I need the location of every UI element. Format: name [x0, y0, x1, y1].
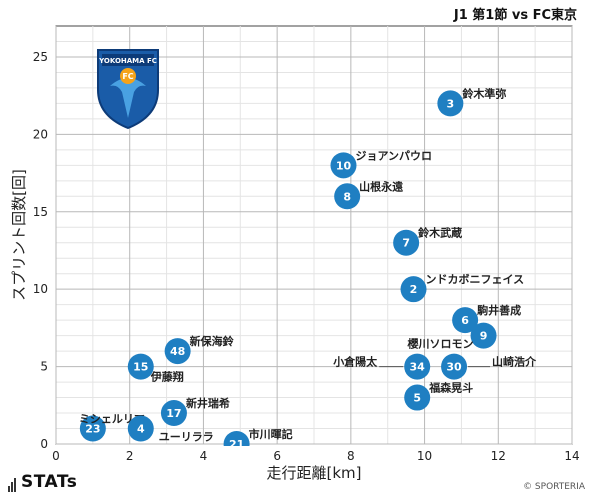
x-tick-label: 2	[126, 449, 134, 463]
data-point	[404, 353, 431, 380]
point-label: 市川暉記	[249, 427, 293, 441]
data-point	[127, 415, 154, 442]
y-tick-label: 15	[33, 205, 48, 219]
point-number: 6	[461, 314, 469, 327]
y-tick-label: 5	[40, 360, 48, 374]
crest-name: YOKOHAMA FC	[98, 57, 157, 65]
data-point	[160, 400, 187, 427]
team-crest-logo: YOKOHAMA FC FC	[97, 49, 159, 130]
point-label: 鈴木武蔵	[418, 226, 462, 240]
point-number: 48	[170, 345, 185, 358]
credit-text: © SPORTERIA	[523, 482, 585, 492]
x-tick-label: 14	[564, 449, 579, 463]
x-tick-label: 6	[273, 449, 281, 463]
data-point	[223, 431, 250, 446]
point-number: 2	[410, 283, 418, 296]
y-axis-title: スプリント回数[回]	[10, 169, 28, 301]
data-point	[334, 183, 361, 210]
x-tick-label: 8	[347, 449, 355, 463]
stats-brand: STATs	[21, 472, 78, 492]
data-point	[393, 229, 420, 256]
data-point	[437, 90, 464, 117]
point-label: 新井瑞希	[186, 396, 230, 410]
data-point	[127, 353, 154, 380]
point-label: 福森晃斗	[428, 381, 473, 395]
y-tick-label: 10	[33, 282, 48, 296]
data-point	[164, 338, 191, 365]
point-number: 5	[413, 392, 421, 405]
point-number: 21	[229, 438, 244, 451]
data-point	[400, 276, 427, 303]
crest-badge: FC	[122, 72, 133, 81]
point-number: 30	[446, 361, 462, 374]
data-point	[470, 322, 497, 349]
grid-major	[55, 26, 573, 445]
point-number: 9	[480, 330, 488, 343]
data-point	[441, 353, 468, 380]
y-tick-label: 20	[33, 127, 48, 141]
point-label: 小倉陽太	[332, 355, 378, 369]
data-point	[330, 152, 357, 179]
point-number: 34	[410, 361, 426, 374]
point-label: 鈴木準弥	[462, 86, 506, 100]
x-tick-label: 10	[417, 449, 432, 463]
point-label: ミシェルリマ	[79, 413, 145, 426]
x-axis-title: 走行距離[km]	[266, 464, 361, 482]
y-tick-label: 0	[40, 437, 48, 451]
point-number: 23	[85, 423, 100, 436]
x-tick-label: 12	[491, 449, 506, 463]
point-label: 伊藤翔	[150, 370, 184, 384]
point-number: 15	[133, 361, 148, 374]
point-number: 3	[447, 97, 455, 110]
point-label: 新保海鈴	[190, 334, 235, 348]
point-label: 駒井善成	[477, 303, 521, 317]
point-number: 4	[137, 423, 145, 436]
point-label: 山根永遠	[359, 179, 403, 193]
x-tick-label: 0	[52, 449, 60, 463]
stats-logo: STATs	[8, 472, 77, 492]
data-point	[79, 415, 106, 442]
data-point	[452, 307, 479, 334]
point-label: 櫻川ソロモン	[407, 337, 474, 351]
point-label: ジョアンパウロ	[355, 149, 432, 162]
point-label: ユーリララ	[159, 431, 214, 444]
y-tick-label: 25	[33, 50, 48, 64]
data-point	[404, 384, 431, 411]
point-number: 17	[166, 407, 181, 420]
grid-minor	[56, 26, 572, 444]
point-number: 10	[336, 159, 352, 172]
point-label: ンドカボニフェイス	[426, 272, 525, 286]
point-label: 山崎浩介	[492, 355, 537, 369]
match-title: J1 第1節 vs FC東京	[453, 8, 577, 23]
x-tick-label: 4	[200, 449, 208, 463]
point-number: 8	[343, 190, 351, 203]
point-number: 7	[402, 237, 410, 250]
stats-bars-icon	[8, 473, 17, 492]
